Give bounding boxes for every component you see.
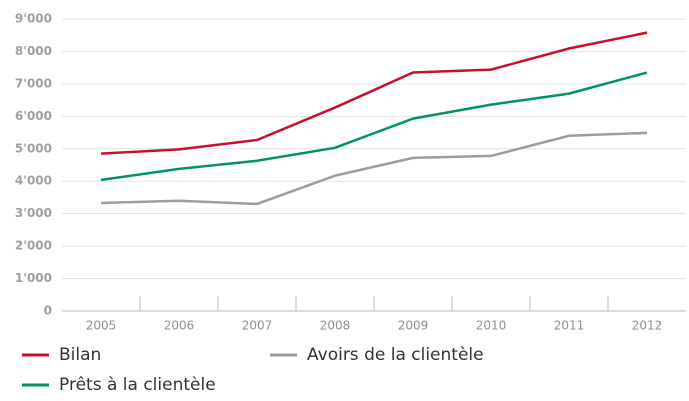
y-tick-label: 1'000 [15, 271, 52, 285]
y-tick-label: 8'000 [15, 44, 52, 58]
x-tick-label: 2008 [320, 319, 351, 333]
x-tick-label: 2009 [398, 319, 429, 333]
y-tick-label: 7'000 [15, 76, 52, 90]
y-tick-label: 2'000 [15, 239, 52, 253]
series-line [100, 71, 648, 182]
legend-label: Bilan [59, 345, 101, 365]
y-tick-label: 5'000 [15, 141, 52, 155]
y-tick-label: 6'000 [15, 109, 52, 123]
legend-label: Prêts à la clientèle [59, 375, 216, 395]
x-tick-label: 2005 [86, 319, 117, 333]
y-tick-label: 9'000 [15, 12, 52, 26]
y-tick-label: 4'000 [15, 174, 52, 188]
x-tick-label: 2011 [554, 319, 585, 333]
series-line [100, 31, 648, 155]
y-tick-label: 3'000 [15, 206, 52, 220]
x-tick-label: 2012 [632, 319, 663, 333]
y-tick-label: 0 [44, 304, 52, 318]
x-tick-label: 2006 [164, 319, 195, 333]
series-line [100, 131, 648, 206]
x-tick-label: 2010 [476, 319, 507, 333]
legend-label: Avoirs de la clientèle [307, 345, 484, 365]
x-tick-label: 2007 [242, 319, 273, 333]
